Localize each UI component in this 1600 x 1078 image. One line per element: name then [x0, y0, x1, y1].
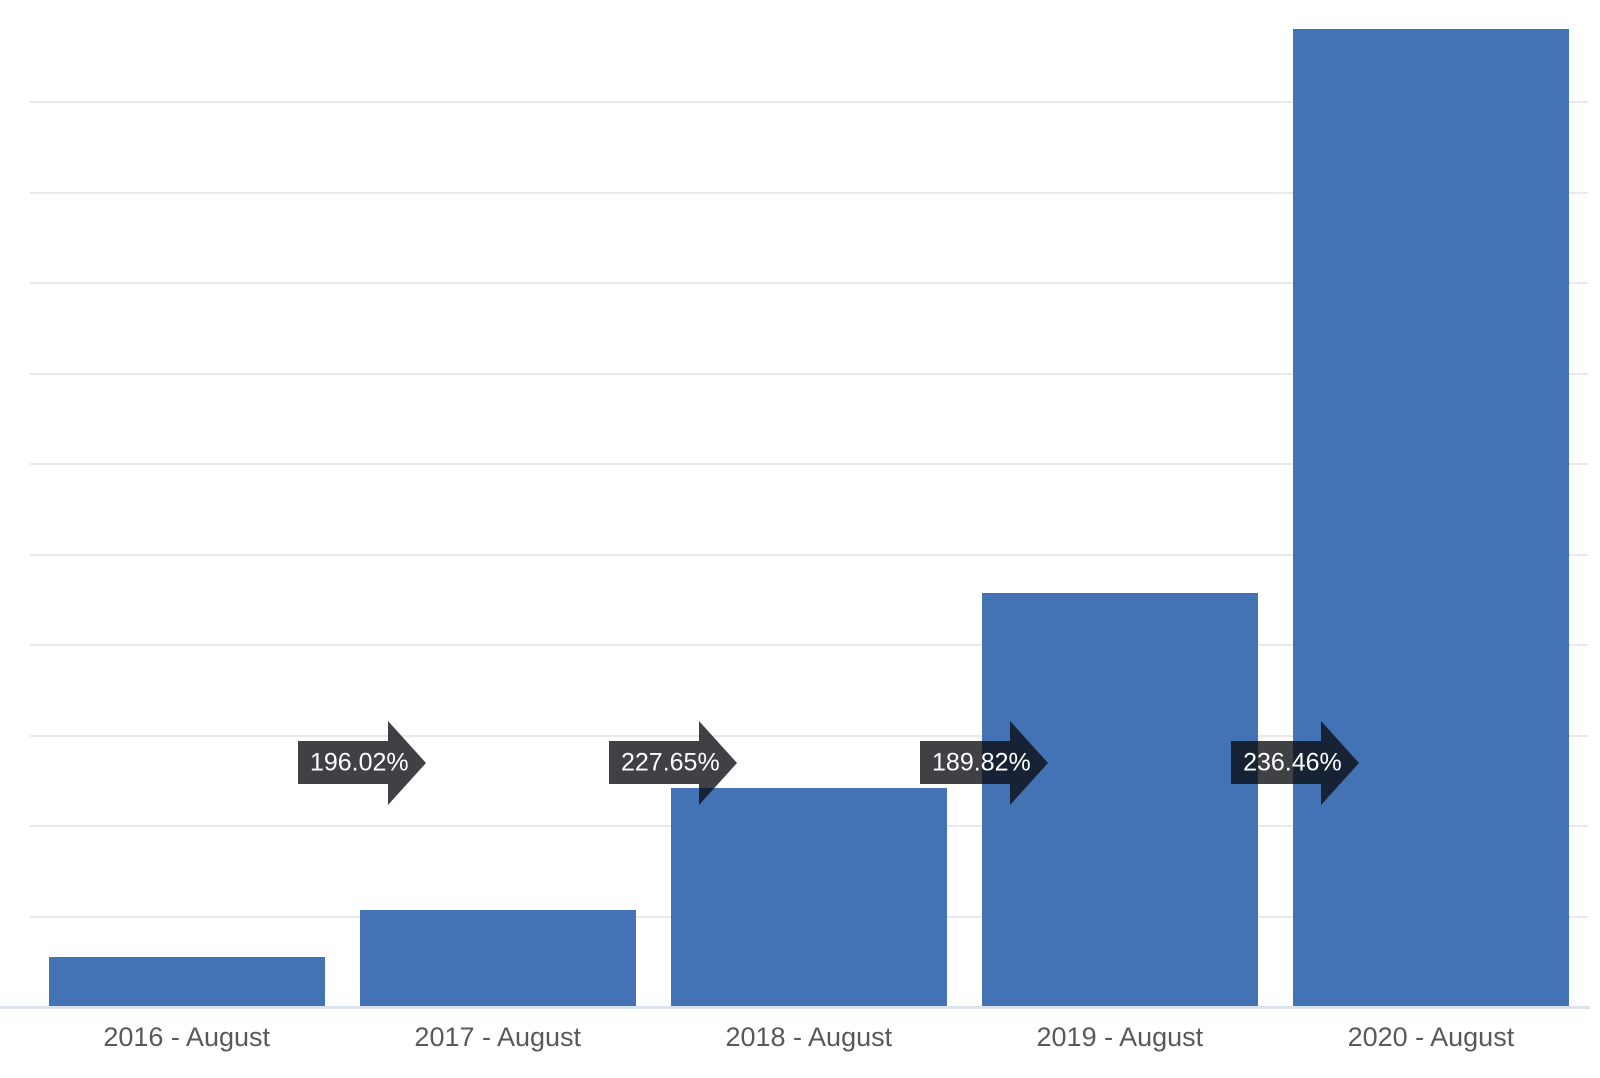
growth-percentage-label: 236.46% — [1243, 748, 1342, 776]
growth-arrow-body: 196.02% — [298, 741, 409, 784]
growth-arrow-body: 189.82% — [920, 741, 1031, 784]
horizontal-gridline — [30, 372, 1588, 375]
horizontal-gridline — [30, 553, 1588, 556]
x-tick-label-2020-august: 2020 - August — [1347, 1022, 1515, 1052]
x-tick-label-2018-august: 2018 - August — [725, 1022, 893, 1052]
horizontal-gridline — [30, 101, 1588, 103]
growth-arrow-body: 227.65% — [609, 741, 720, 784]
growth-percentage-label: 227.65% — [620, 748, 720, 776]
x-tick-label-2016-august: 2016 - August — [103, 1022, 271, 1052]
arrow-right-icon — [699, 720, 738, 805]
horizontal-gridline — [30, 282, 1588, 284]
horizontal-gridline — [30, 191, 1588, 194]
growth-arrow-1: 196.02% — [298, 720, 427, 805]
horizontal-gridline — [30, 463, 1588, 465]
growth-arrow-2: 227.65% — [609, 720, 738, 805]
arrow-right-icon — [1010, 720, 1049, 805]
x-tick-label-2017-august: 2017 - August — [414, 1022, 582, 1052]
horizontal-gridline — [30, 734, 1588, 737]
arrow-right-icon — [388, 720, 427, 805]
bar-2020-august[interactable] — [1292, 28, 1569, 1006]
growth-arrow-4: 236.46% — [1231, 720, 1360, 805]
bar-2016-august[interactable] — [48, 957, 325, 1006]
arrow-right-icon — [1321, 720, 1360, 805]
bar-2017-august[interactable] — [359, 910, 636, 1006]
growth-percentage-label: 196.02% — [309, 748, 409, 776]
bar-2018-august[interactable] — [670, 788, 947, 1006]
growth-percentage-label: 189.82% — [932, 748, 1031, 776]
growth-arrow-3: 189.82% — [920, 720, 1049, 805]
horizontal-gridline — [30, 644, 1588, 646]
growth-arrow-body: 236.46% — [1231, 741, 1342, 784]
x-axis-baseline — [0, 1006, 1590, 1009]
x-tick-label-2019-august: 2019 - August — [1036, 1022, 1204, 1052]
